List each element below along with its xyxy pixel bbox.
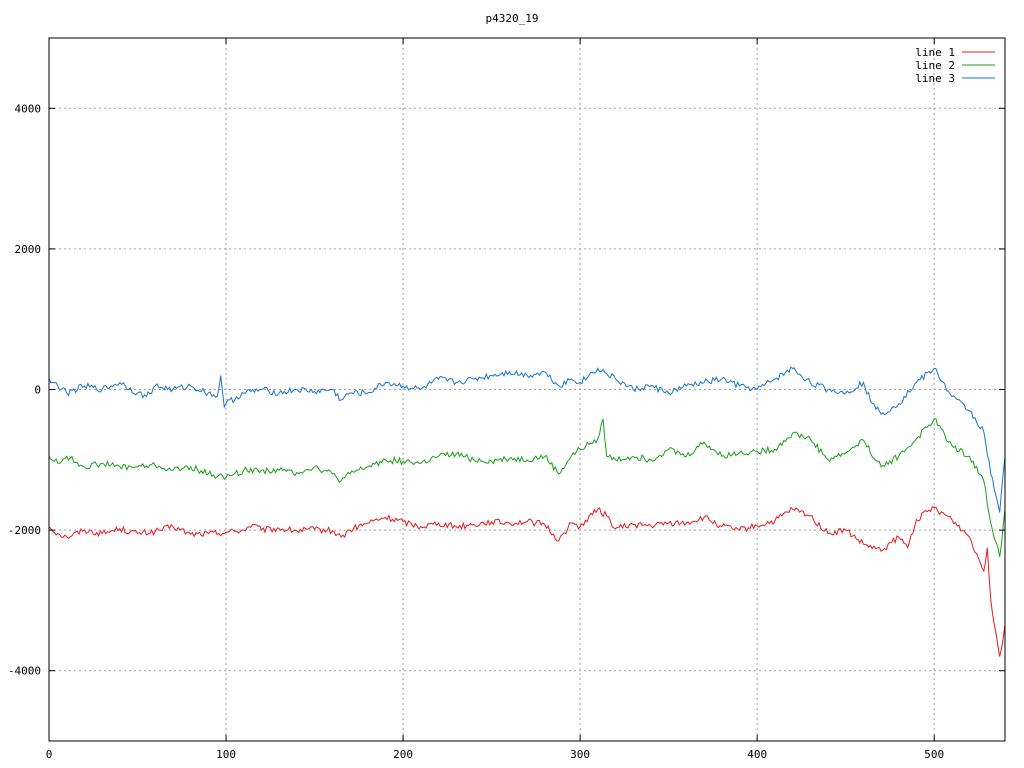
series-line-1 — [48, 505, 1006, 657]
y-tick-label: 0 — [34, 384, 41, 397]
y-tick-label: -4000 — [8, 665, 41, 678]
tick-layer: 0 100 200 300 400 500 -4000 -2000 0 2000 4000 — [8, 38, 1005, 761]
x-tick-label: 200 — [393, 748, 413, 761]
y-tick-label: 4000 — [15, 102, 42, 115]
x-tick-label: 500 — [924, 748, 944, 761]
y-tick-label: 2000 — [15, 243, 42, 256]
series-line-2 — [48, 418, 1006, 557]
legend-label-3: line 3 — [915, 72, 955, 85]
x-tick-label: 100 — [216, 748, 236, 761]
grid-layer — [49, 38, 1005, 741]
x-tick-label: 0 — [46, 748, 53, 761]
series-layer — [48, 366, 1006, 657]
legend-label-2: line 2 — [915, 59, 955, 72]
plot-frame — [48, 37, 1006, 742]
x-tick-label: 400 — [747, 748, 767, 761]
chart-title: p4320_19 — [486, 12, 539, 25]
series-line-3 — [48, 366, 1006, 513]
legend-label-1: line 1 — [915, 46, 955, 59]
y-tick-label: -2000 — [8, 524, 41, 537]
x-tick-label: 300 — [570, 748, 590, 761]
